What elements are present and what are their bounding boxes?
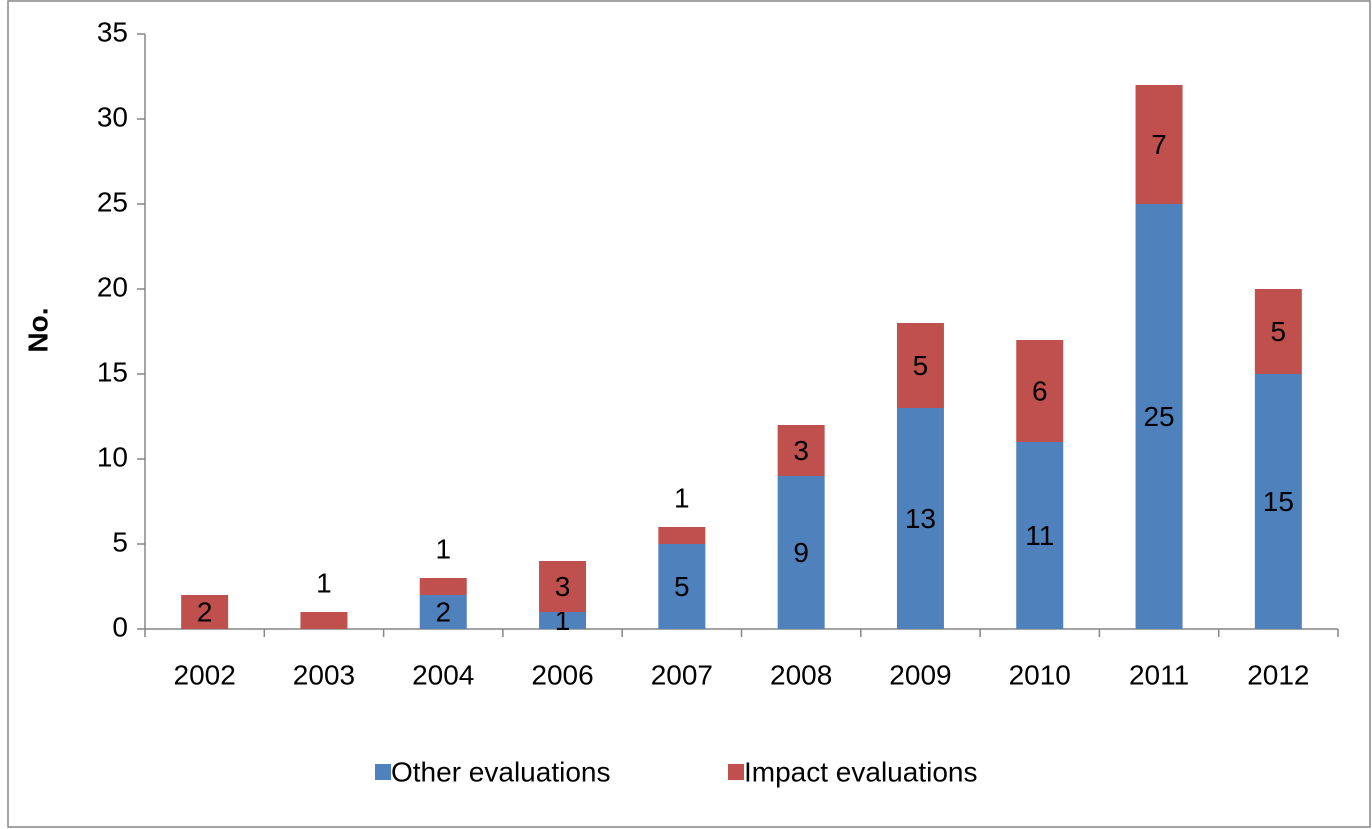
legend-label: Other evaluations — [391, 756, 610, 787]
data-label: 9 — [793, 537, 809, 568]
legend-swatch — [728, 764, 744, 780]
data-label: 2 — [197, 596, 213, 627]
y-tick-label: 20 — [97, 271, 128, 302]
data-label: 3 — [793, 435, 809, 466]
y-tick-label: 35 — [97, 16, 128, 47]
bar-segment — [539, 561, 587, 612]
bar-segment — [896, 323, 944, 408]
data-label: 1 — [435, 533, 451, 564]
y-axis-label: No. — [22, 307, 53, 352]
x-tick-label: 2009 — [889, 659, 951, 690]
data-label: 25 — [1143, 401, 1174, 432]
data-label: 13 — [905, 503, 936, 534]
bar-segment — [300, 612, 348, 629]
data-label: 5 — [913, 350, 929, 381]
x-tick-label: 2010 — [1009, 659, 1071, 690]
data-label: 15 — [1263, 486, 1294, 517]
bar-segment — [539, 612, 587, 629]
bar-segment — [1135, 204, 1183, 629]
bar-segment — [777, 425, 825, 476]
x-tick-label: 2006 — [531, 659, 593, 690]
data-label: 1 — [316, 567, 332, 598]
bar-segment — [658, 544, 706, 629]
data-label: 1 — [555, 605, 571, 636]
legend-swatch — [375, 764, 391, 780]
bar-segment — [181, 595, 229, 629]
bar-segment — [777, 476, 825, 629]
data-label: 2 — [435, 596, 451, 627]
y-tick-label: 30 — [97, 101, 128, 132]
y-tick-label: 5 — [112, 526, 128, 557]
data-label: 6 — [1032, 375, 1048, 406]
x-tick-label: 2004 — [412, 659, 474, 690]
bar-segment — [1254, 289, 1302, 374]
bar-segment — [896, 408, 944, 629]
y-tick-label: 10 — [97, 441, 128, 472]
data-label: 11 — [1025, 520, 1054, 551]
y-tick-label: 0 — [112, 611, 128, 642]
bar-segment — [1254, 374, 1302, 629]
data-label: 5 — [674, 571, 690, 602]
bar-segment — [419, 595, 467, 629]
data-label: 5 — [1271, 316, 1287, 347]
data-label: 1 — [674, 482, 690, 513]
y-tick-label: 25 — [97, 186, 128, 217]
x-tick-label: 2011 — [1129, 659, 1189, 690]
data-label: 3 — [555, 571, 571, 602]
x-tick-label: 2003 — [293, 659, 355, 690]
bar-segment — [1135, 85, 1183, 204]
bar-segment — [1016, 442, 1064, 629]
y-tick-label: 15 — [97, 356, 128, 387]
x-tick-label: 2007 — [651, 659, 713, 690]
legend-label: Impact evaluations — [744, 756, 977, 787]
bar-segment — [1016, 340, 1064, 442]
x-tick-label: 2008 — [770, 659, 832, 690]
x-tick-label: 2002 — [174, 659, 236, 690]
data-label: 7 — [1151, 129, 1167, 160]
x-tick-label: 2012 — [1247, 659, 1309, 690]
bar-segment — [658, 527, 706, 544]
bar-segment — [419, 578, 467, 595]
